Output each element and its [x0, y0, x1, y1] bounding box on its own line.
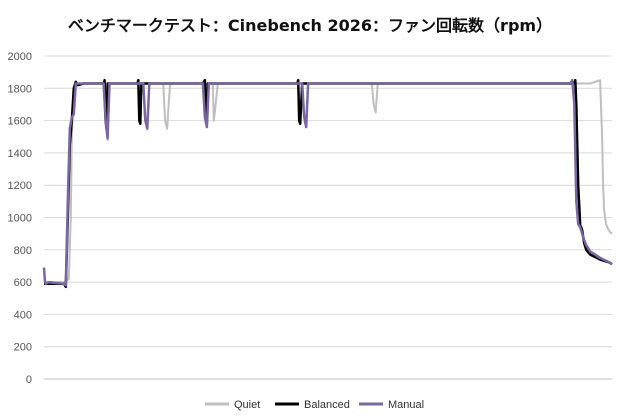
legend-label-manual: Manual — [388, 399, 424, 411]
y-axis-ticks: 0 200 400 600 800 1000 1200 1400 1600 1800 2000 — [8, 51, 32, 386]
series-line-quiet — [44, 79, 613, 284]
chart-title: ベンチマークテスト：Cinebench 2026：ファン回転数（rpm） — [67, 16, 553, 35]
y-tick-label: 0 — [26, 374, 32, 386]
y-tick-label: 200 — [14, 342, 32, 354]
y-tick-label: 1200 — [8, 180, 32, 192]
series-line-balanced — [44, 78, 613, 289]
gridlines — [44, 55, 612, 380]
y-tick-label: 600 — [14, 277, 32, 289]
y-tick-label: 1400 — [8, 148, 32, 160]
legend: Quiet Balanced Manual — [205, 399, 424, 411]
y-tick-label: 800 — [14, 245, 32, 257]
y-tick-label: 400 — [14, 309, 32, 321]
y-tick-label: 1000 — [8, 213, 32, 225]
series-line-manual — [42, 78, 613, 287]
y-tick-label: 2000 — [8, 51, 32, 63]
y-tick-label: 1800 — [8, 83, 32, 95]
legend-label-balanced: Balanced — [304, 399, 350, 411]
y-tick-label: 1600 — [8, 116, 32, 128]
legend-label-quiet: Quiet — [234, 399, 260, 411]
series-lines — [42, 78, 613, 289]
